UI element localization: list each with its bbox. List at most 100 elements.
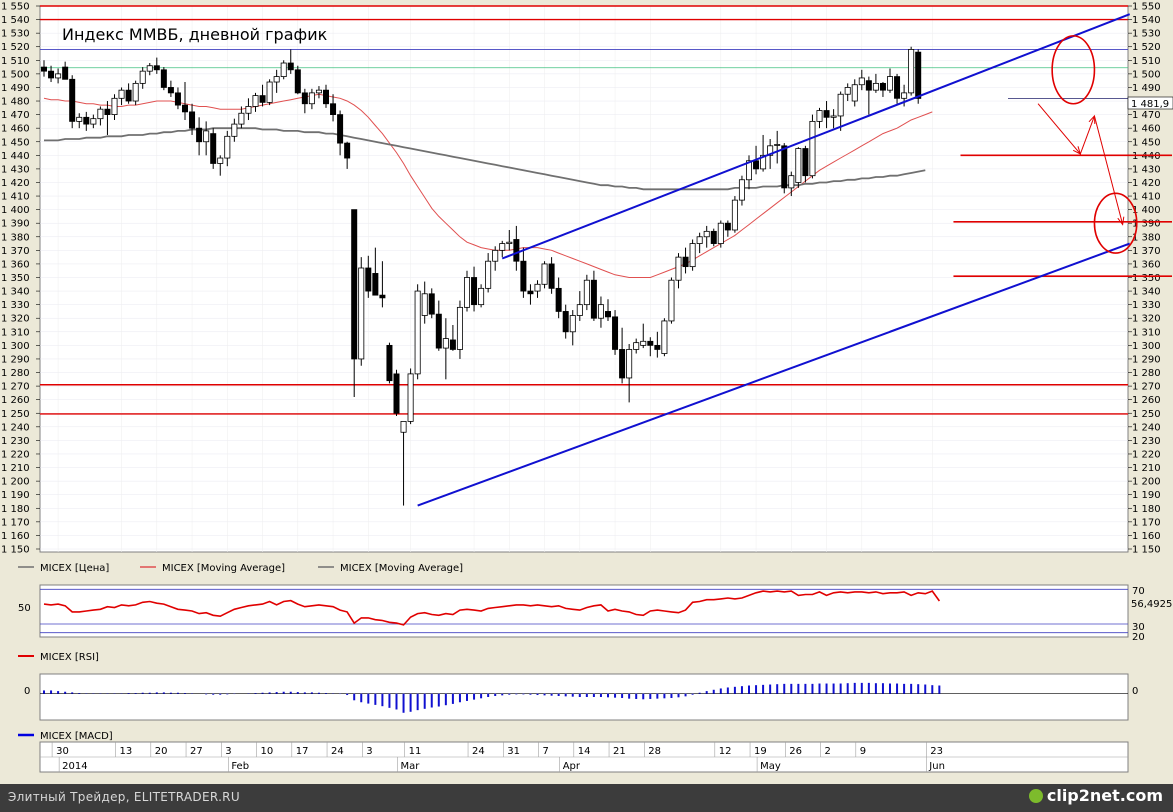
footer-logo-text: clip2net.com	[1046, 786, 1163, 805]
candle-body	[879, 82, 886, 91]
candle-body	[435, 313, 442, 349]
candle-body	[69, 78, 76, 122]
time-tick-label: 26	[789, 746, 802, 757]
candle-body	[696, 236, 703, 244]
y-tick-label-right: 1 430	[1132, 164, 1161, 175]
y-tick-label-left: 1 420	[1, 178, 30, 189]
candle-body	[287, 62, 294, 71]
candle-body	[915, 51, 922, 99]
candle-body	[308, 92, 315, 105]
forecast-arrowhead	[1117, 216, 1125, 226]
y-tick-label-right: 1 260	[1132, 395, 1161, 406]
candle-body	[379, 294, 386, 299]
month-label: Mar	[401, 761, 421, 772]
y-tick-label-right: 1 550	[1132, 2, 1161, 13]
time-tick-label: 28	[648, 746, 661, 757]
y-tick-label-right: 1 520	[1132, 42, 1161, 53]
y-tick-label-left: 1 410	[1, 192, 30, 203]
y-tick-label-left: 1 310	[1, 327, 30, 338]
candle-body	[337, 114, 344, 144]
y-tick-label-right: 1 490	[1132, 83, 1161, 94]
macd-panel	[39, 673, 1129, 721]
candle-body	[781, 145, 788, 189]
price-legend: MICEX [Цена] MICEX [Moving Average] MICE…	[18, 563, 463, 574]
y-tick-label-right: 1 240	[1132, 422, 1161, 433]
candle-body	[724, 222, 731, 231]
candle-body	[626, 349, 633, 379]
candle-body	[795, 148, 802, 183]
candle-body	[837, 93, 844, 117]
candle-body	[90, 118, 97, 125]
time-tick-label: 23	[930, 746, 943, 757]
candle-body	[576, 304, 583, 316]
footer-logo: clip2net.com	[1028, 786, 1163, 805]
candle-body	[590, 279, 597, 319]
y-tick-label-left: 1 320	[1, 314, 30, 325]
y-tick-label-left: 1 340	[1, 287, 30, 298]
y-tick-label-right: 1 540	[1132, 15, 1161, 26]
footer-source: Элитный Трейдер, ELITETRADER.RU	[8, 790, 240, 804]
time-axis-layer: 30 13 20 27 3 10 17 24 3 11 24 31 7 14 21 28 12 19 26 2 9 23 2…	[40, 742, 1128, 772]
month-label: May	[760, 761, 781, 772]
candle-body	[76, 116, 83, 122]
y-tick-label-right: 1 390	[1132, 219, 1161, 230]
candle-body	[322, 89, 329, 105]
macd-legend: MICEX [MACD]	[18, 731, 113, 742]
candle-body	[442, 338, 449, 349]
rsi-left-tick: 50	[18, 603, 31, 614]
time-tick-label: 24	[331, 746, 344, 757]
candle-body	[809, 120, 816, 177]
y-tick-label-right: 1 200	[1132, 477, 1161, 488]
y-tick-label-left: 1 170	[1, 517, 30, 528]
y-tick-label-left: 1 230	[1, 436, 30, 447]
time-tick-label: 31	[507, 746, 520, 757]
candle-body	[654, 344, 661, 350]
y-tick-label-right: 1 230	[1132, 436, 1161, 447]
legend-label-ma-long: MICEX [Moving Average]	[340, 563, 463, 574]
candle-body	[224, 135, 231, 159]
y-tick-label-left: 1 500	[1, 69, 30, 80]
y-tick-label-right: 1 150	[1132, 545, 1161, 556]
time-tick-label: 24	[472, 746, 485, 757]
candle-body	[767, 145, 774, 156]
macd-left-tick: 0	[24, 686, 30, 697]
y-tick-label-left: 1 250	[1, 409, 30, 420]
month-label: Feb	[231, 761, 249, 772]
candle-body	[111, 97, 118, 115]
moving-average-long	[44, 127, 926, 191]
candle-body	[273, 76, 280, 83]
candle-body	[428, 293, 435, 315]
candle-body	[386, 344, 393, 382]
candle-body	[887, 76, 894, 91]
y-tick-label-right: 1 450	[1132, 137, 1161, 148]
candle-body	[259, 95, 266, 103]
y-tick-label-right: 1 290	[1132, 354, 1161, 365]
time-tick-label: 12	[719, 746, 732, 757]
candle-body	[132, 82, 139, 102]
candles	[41, 46, 922, 506]
forecast-arrow	[1037, 103, 1081, 155]
y-tick-label-right: 1 210	[1132, 463, 1161, 474]
candle-body	[266, 81, 273, 103]
price-ticks: 1 150 1 150 1 160 1 160 1 170 1 170 1 180 1 180…	[1, 2, 1161, 556]
candle-body	[146, 65, 153, 72]
y-tick-label-right: 1 440	[1132, 151, 1161, 162]
forecast-arrow	[1093, 115, 1124, 225]
y-tick-label-right: 1 470	[1132, 110, 1161, 121]
candle-body	[760, 154, 767, 170]
footer-bar	[0, 784, 1173, 812]
candle-body	[196, 127, 203, 143]
y-tick-label-right: 1 170	[1132, 517, 1161, 528]
candle-body	[710, 230, 717, 244]
candle-body	[872, 82, 879, 91]
y-tick-label-left: 1 550	[1, 2, 30, 13]
candle-body	[858, 77, 865, 86]
price-panel	[39, 5, 1129, 553]
candle-body	[640, 340, 647, 346]
y-tick-label-right: 1 420	[1132, 178, 1161, 189]
candle-body	[633, 342, 640, 350]
candle-body	[562, 311, 569, 333]
y-tick-label-left: 1 530	[1, 29, 30, 40]
y-tick-label-left: 1 430	[1, 164, 30, 175]
time-tick-label: 27	[190, 746, 203, 757]
